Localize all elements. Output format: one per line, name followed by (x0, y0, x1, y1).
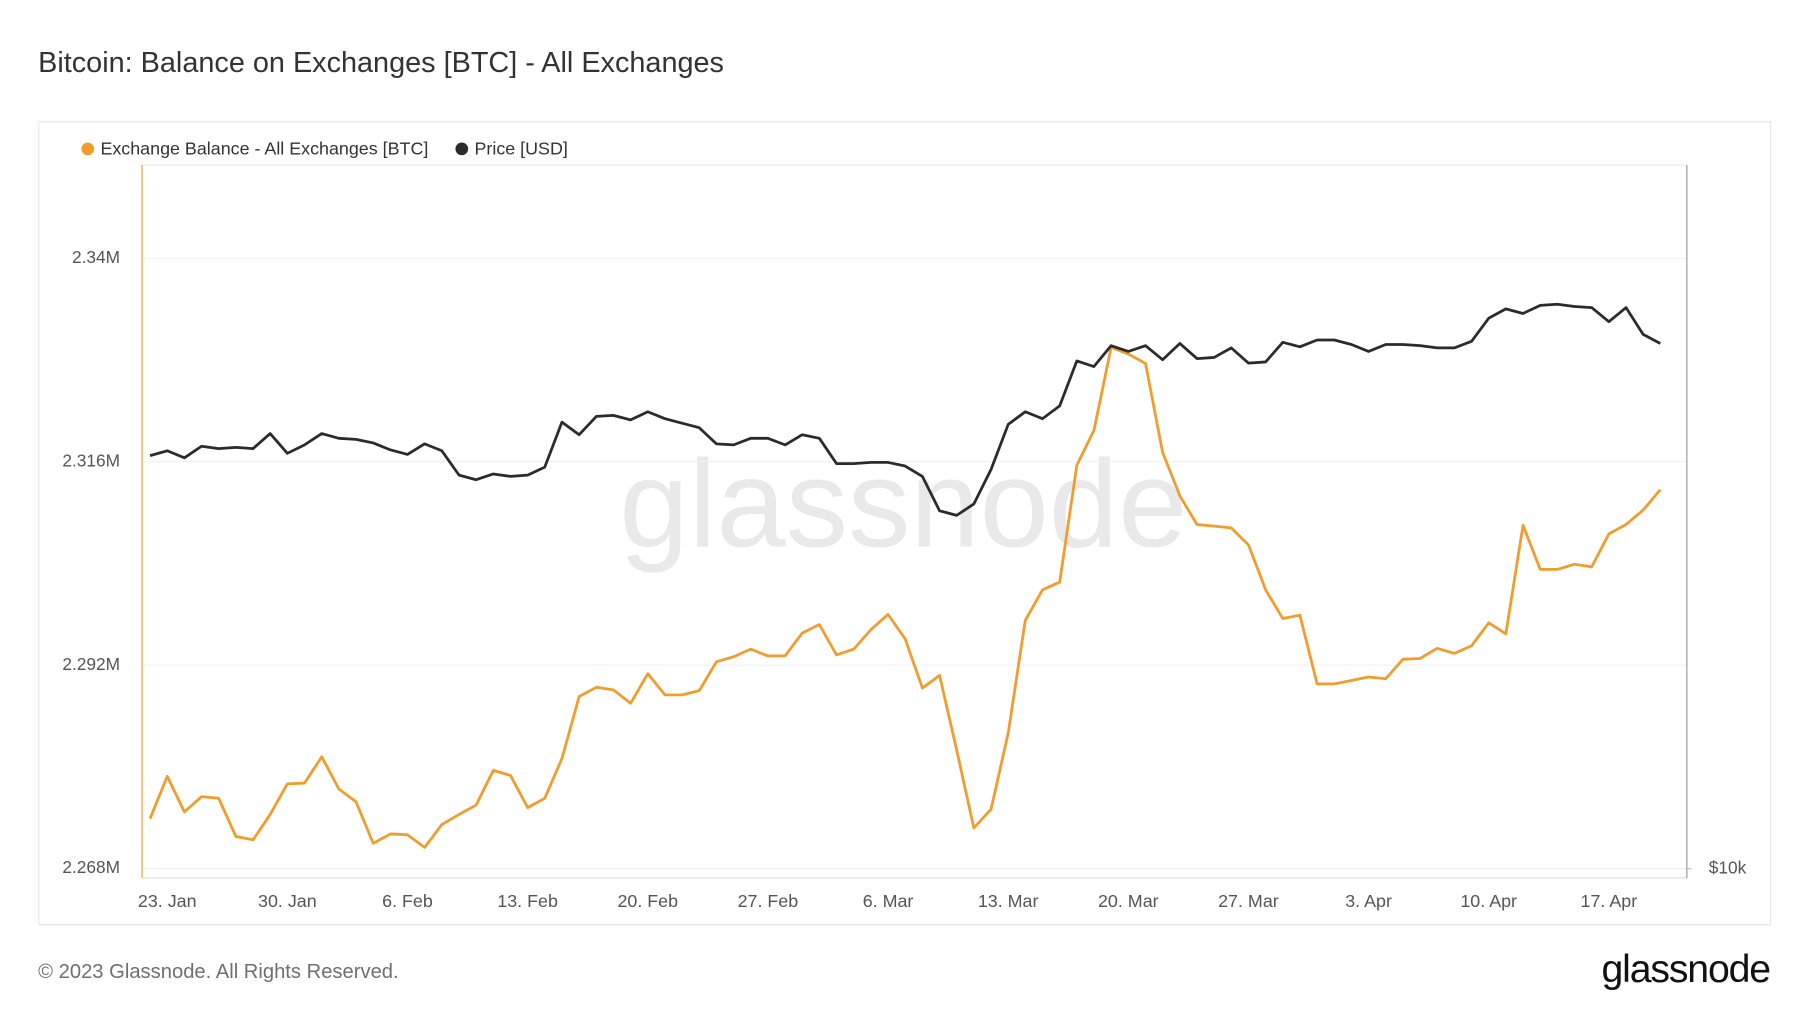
y2-tick-label: $10k (1709, 857, 1747, 877)
chart-title: Bitcoin: Balance on Exchanges [BTC] - Al… (38, 47, 724, 79)
y-tick-label: 2.34M (72, 247, 120, 267)
x-tick-label: 10. Apr (1460, 891, 1517, 911)
x-tick-label: 3. Apr (1345, 891, 1392, 911)
x-tick-label: 13. Feb (497, 891, 558, 911)
chart-frame (38, 121, 1772, 926)
y-tick-label: 2.268M (62, 857, 120, 877)
x-tick-label: 6. Mar (863, 891, 914, 911)
legend-label: Price [USD] (474, 139, 567, 159)
series-line (149, 302, 1661, 517)
x-tick-label: 23. Jan (138, 891, 197, 911)
y-tick-label: 2.316M (62, 450, 120, 470)
legend-swatch (81, 142, 95, 156)
legend-item: Exchange Balance - All Exchanges [BTC] (81, 139, 428, 159)
y-tick-label: 2.292M (62, 654, 120, 674)
series-line (148, 345, 1662, 849)
legend-label: Exchange Balance - All Exchanges [BTC] (100, 139, 428, 159)
x-tick-label: 30. Jan (258, 891, 317, 911)
x-tick-label: 17. Apr (1581, 891, 1638, 911)
copyright: © 2023 Glassnode. All Rights Reserved. (38, 961, 399, 983)
x-tick-label: 20. Feb (617, 891, 678, 911)
x-tick-label: 27. Feb (738, 891, 799, 911)
x-tick-label: 20. Mar (1098, 891, 1159, 911)
x-tick-label: 13. Mar (978, 891, 1039, 911)
legend-swatch (455, 142, 469, 156)
legend-item: Price [USD] (455, 139, 568, 159)
x-tick-label: 6. Feb (382, 891, 433, 911)
x-tick-label: 27. Mar (1218, 891, 1279, 911)
brand-logo: glassnode (1602, 947, 1771, 991)
watermark: glassnode (619, 434, 1187, 573)
